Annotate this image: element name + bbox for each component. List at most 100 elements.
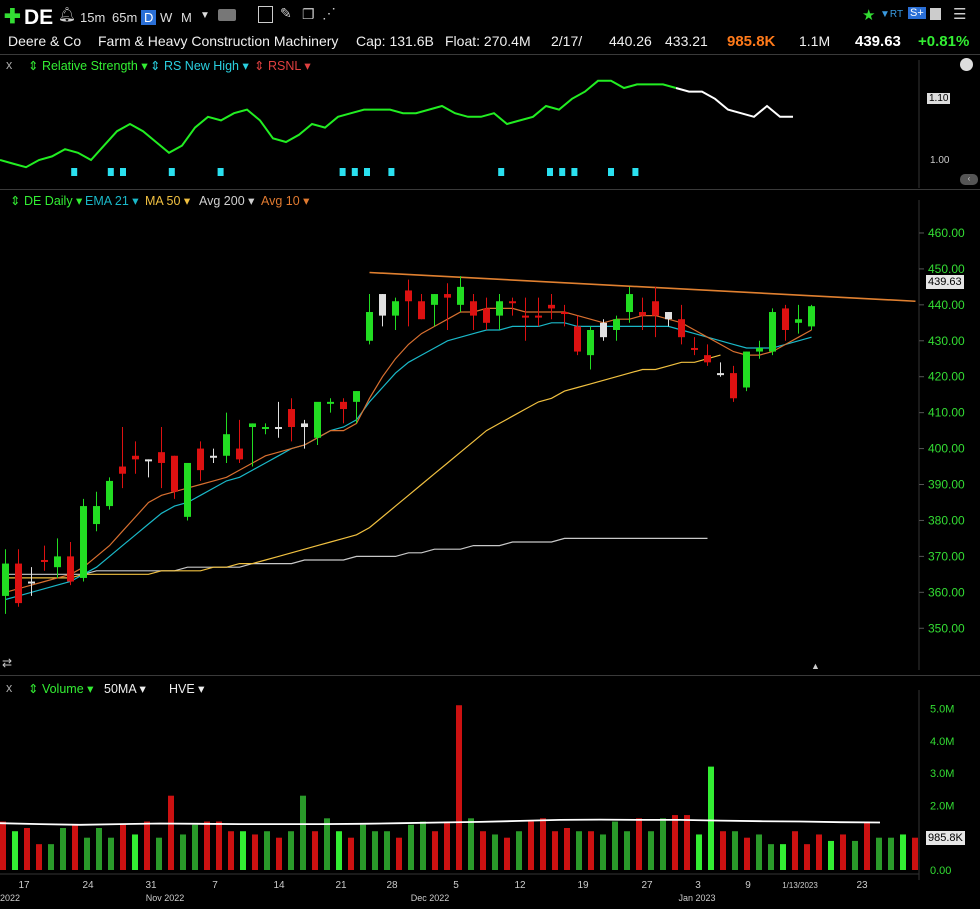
pencil-icon[interactable]: ✎: [280, 5, 292, 21]
candle-body: [743, 351, 750, 388]
timeframe-dropdown-icon[interactable]: ▼: [200, 10, 210, 21]
rs-new-high-marker: [217, 168, 224, 176]
volume-bar: [132, 834, 138, 870]
last-price-tag: 439.63: [926, 275, 964, 289]
volume-bar: [192, 824, 198, 870]
legend-avg200[interactable]: Avg 200 ▾: [199, 194, 255, 208]
candle-body: [236, 448, 243, 460]
date-month-label: 2022: [0, 893, 20, 903]
rs-new-high-marker: [351, 168, 358, 176]
legend-vol-50ma[interactable]: 50MA ▾: [104, 682, 146, 696]
quote-info-bar: Deere & Co Farm & Heavy Construction Mac…: [0, 30, 980, 54]
candle-body: [691, 347, 698, 350]
volume-bar: [552, 831, 558, 870]
candle-body: [145, 459, 152, 462]
volume-bar: [516, 831, 522, 870]
date-tick-label: 24: [82, 880, 94, 891]
volume-bar: [36, 844, 42, 870]
candle-body: [535, 315, 542, 318]
volume-axis-label: 5.0M: [930, 703, 954, 715]
rs-legend-rsnl[interactable]: ⇕ RSNL ▾: [254, 59, 311, 73]
date-tick-label: 21: [335, 880, 347, 891]
palette-icon[interactable]: [960, 58, 973, 71]
volume-bar: [84, 837, 90, 870]
volume-bar: [852, 840, 858, 870]
volume-bar: [156, 837, 162, 870]
rs-new-high-marker: [498, 168, 505, 176]
plus-icon[interactable]: ✚: [4, 6, 21, 28]
legend-ema21[interactable]: EMA 21 ▾: [85, 194, 139, 208]
price-pane-header: ⇕ DE Daily ▾ EMA 21 ▾ MA 50 ▾ Avg 200 ▾ …: [0, 193, 920, 209]
volume-bar: [684, 815, 690, 870]
last-price: 439.63: [855, 33, 901, 50]
volume-bar: [708, 766, 714, 870]
volume-bar: [276, 837, 282, 870]
chart-type-icon[interactable]: [218, 9, 236, 21]
last-volume-tag: 985.8K: [926, 831, 965, 845]
timeframe-65m[interactable]: 65m: [112, 10, 138, 25]
legend-avg10[interactable]: Avg 10 ▾: [261, 194, 310, 208]
volume-bar: [528, 821, 534, 870]
volume-bar: [468, 818, 474, 870]
legend-ma50[interactable]: MA 50 ▾: [145, 194, 191, 208]
candle-body: [808, 306, 815, 327]
rt-icon[interactable]: ▼RT: [880, 9, 904, 20]
timeframe-d[interactable]: D: [141, 10, 157, 25]
volume-bar: [648, 831, 654, 870]
calculator-icon[interactable]: [258, 6, 273, 23]
price-axis-label: 410.00: [928, 406, 965, 420]
date-month-label: Nov 2022: [146, 893, 185, 903]
candle-body: [470, 301, 477, 316]
timeframe-w[interactable]: W: [160, 10, 173, 25]
candle-body: [405, 290, 412, 302]
market-cap: Cap: 131.6B: [356, 33, 434, 49]
volume-bar: [144, 821, 150, 870]
rs-chart-area: [0, 60, 920, 188]
close-volume-pane-icon[interactable]: x: [6, 681, 13, 695]
close-rs-pane-icon[interactable]: x: [6, 58, 13, 72]
layers-icon[interactable]: ❐: [302, 6, 315, 22]
rs-legend-new-high[interactable]: ⇕ RS New High ▾: [150, 59, 249, 73]
date-tick-label: 5: [453, 880, 459, 891]
symbol-label[interactable]: DE: [24, 6, 54, 29]
candle-body: [210, 455, 217, 458]
volume-bar: [876, 837, 882, 870]
save-icon[interactable]: [930, 8, 941, 20]
candle-body: [678, 319, 685, 338]
legend-de-daily[interactable]: ⇕ DE Daily ▾: [10, 194, 83, 208]
rs-scroll-icon[interactable]: ‹: [960, 174, 978, 185]
collapse-arrow-icon[interactable]: ▲: [811, 661, 820, 671]
volume-bar: [624, 831, 630, 870]
menu-icon[interactable]: ☰: [953, 6, 967, 23]
star-icon[interactable]: ★: [862, 7, 876, 24]
volume-axis-label: 0.00: [930, 865, 951, 877]
rs-legend-relative-strength[interactable]: ⇕ Relative Strength ▾: [28, 59, 148, 73]
price-axis-label: 430.00: [928, 334, 965, 348]
swap-icon[interactable]: ⇄: [2, 656, 13, 670]
volume-bar: [492, 834, 498, 870]
volume-bar: [24, 828, 30, 870]
volume-bar: [168, 795, 174, 870]
candle-body: [132, 455, 139, 460]
candle-body: [444, 294, 451, 298]
legend-volume[interactable]: ⇕ Volume ▾: [28, 682, 94, 696]
share-icon[interactable]: ⋰: [322, 5, 336, 21]
pane-separator: [0, 189, 980, 190]
timeframe-m[interactable]: M: [181, 10, 192, 25]
volume-bar: [108, 837, 114, 870]
volume-bar: [324, 818, 330, 870]
volume-pane-header: x ⇕ Volume ▾ 50MA ▾ HVE ▾: [0, 681, 920, 697]
volume-bar: [816, 834, 822, 870]
legend-hve[interactable]: HVE ▾: [169, 682, 205, 696]
avg200-line: [5, 537, 708, 575]
candle-body: [574, 326, 581, 352]
timeframe-15m[interactable]: 15m: [80, 10, 106, 25]
s-plus-icon[interactable]: S+: [908, 7, 926, 19]
candle-body: [730, 373, 737, 399]
volume-bar: [828, 840, 834, 870]
low-price: 433.21: [665, 33, 708, 49]
bell-icon[interactable]: 🔔︎: [58, 6, 76, 22]
volume-bar: [588, 831, 594, 870]
candle-body: [496, 301, 503, 316]
rs-new-high-marker: [608, 168, 614, 176]
